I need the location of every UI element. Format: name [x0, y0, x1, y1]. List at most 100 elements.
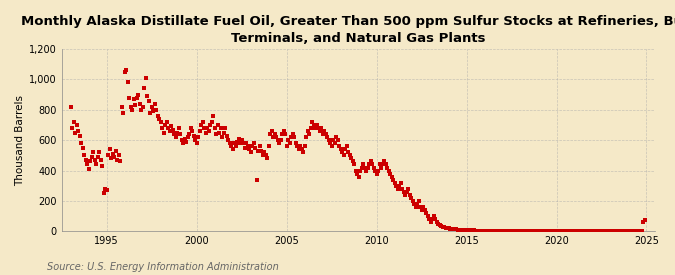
Point	[208, 114, 219, 118]
Point	[80, 158, 91, 162]
Point	[110, 148, 121, 153]
Point	[472, 229, 483, 233]
Point	[288, 132, 298, 136]
Point	[223, 138, 234, 142]
Point	[304, 132, 315, 136]
Point	[266, 129, 277, 133]
Point	[569, 229, 580, 233]
Point	[350, 168, 361, 173]
Point	[440, 226, 451, 230]
Point	[601, 229, 612, 233]
Point	[461, 228, 472, 232]
Point	[460, 228, 470, 232]
Point	[497, 229, 508, 233]
Point	[416, 208, 427, 212]
Point	[265, 132, 275, 136]
Point	[451, 227, 462, 232]
Point	[293, 147, 304, 152]
Point	[182, 135, 193, 139]
Point	[128, 97, 139, 101]
Point	[596, 229, 607, 233]
Point	[505, 229, 516, 233]
Title: Monthly Alaska Distillate Fuel Oil, Greater Than 500 ppm Sulfur Stocks at Refine: Monthly Alaska Distillate Fuel Oil, Grea…	[21, 15, 675, 45]
Point	[167, 127, 178, 132]
Point	[587, 229, 598, 233]
Point	[217, 135, 227, 139]
Point	[400, 193, 410, 197]
Point	[116, 104, 127, 109]
Point	[599, 229, 610, 233]
Point	[274, 141, 285, 145]
Point	[332, 138, 343, 142]
Point	[380, 162, 391, 167]
Point	[590, 229, 601, 233]
Point	[484, 229, 495, 233]
Point	[574, 229, 585, 233]
Point	[262, 156, 273, 161]
Point	[434, 223, 445, 227]
Point	[386, 174, 397, 179]
Point	[494, 229, 505, 233]
Point	[629, 229, 640, 233]
Point	[466, 228, 477, 233]
Point	[385, 171, 396, 176]
Point	[317, 132, 328, 136]
Point	[137, 104, 148, 109]
Point	[475, 229, 485, 233]
Point	[100, 187, 111, 191]
Point	[608, 229, 619, 233]
Point	[155, 120, 166, 124]
Point	[268, 135, 279, 139]
Point	[159, 130, 169, 135]
Point	[106, 156, 117, 161]
Point	[575, 229, 586, 233]
Point	[290, 141, 301, 145]
Point	[506, 229, 517, 233]
Point	[256, 148, 267, 153]
Point	[149, 101, 160, 106]
Point	[109, 155, 119, 159]
Point	[257, 153, 268, 158]
Point	[347, 159, 358, 164]
Point	[536, 229, 547, 233]
Point	[369, 165, 379, 170]
Point	[433, 222, 443, 226]
Point	[630, 229, 641, 233]
Point	[184, 132, 194, 136]
Point	[130, 103, 140, 108]
Point	[446, 227, 457, 231]
Point	[595, 229, 605, 233]
Point	[72, 123, 82, 127]
Point	[602, 229, 613, 233]
Point	[435, 224, 446, 228]
Point	[244, 147, 254, 152]
Point	[500, 229, 511, 233]
Point	[85, 159, 96, 164]
Point	[355, 168, 366, 173]
Point	[425, 220, 436, 224]
Point	[337, 150, 348, 155]
Point	[367, 162, 377, 167]
Point	[261, 153, 271, 158]
Point	[89, 158, 100, 162]
Point	[197, 120, 208, 124]
Point	[620, 229, 631, 233]
Point	[586, 229, 597, 233]
Point	[343, 150, 354, 155]
Point	[364, 162, 375, 167]
Point	[235, 141, 246, 145]
Point	[251, 177, 262, 182]
Point	[154, 117, 165, 121]
Point	[186, 126, 196, 130]
Point	[614, 229, 625, 233]
Point	[560, 229, 571, 233]
Point	[248, 141, 259, 145]
Point	[215, 126, 226, 130]
Point	[524, 229, 535, 233]
Point	[593, 229, 604, 233]
Point	[277, 132, 288, 136]
Point	[173, 126, 184, 130]
Point	[247, 144, 258, 148]
Point	[160, 123, 171, 127]
Point	[371, 171, 382, 176]
